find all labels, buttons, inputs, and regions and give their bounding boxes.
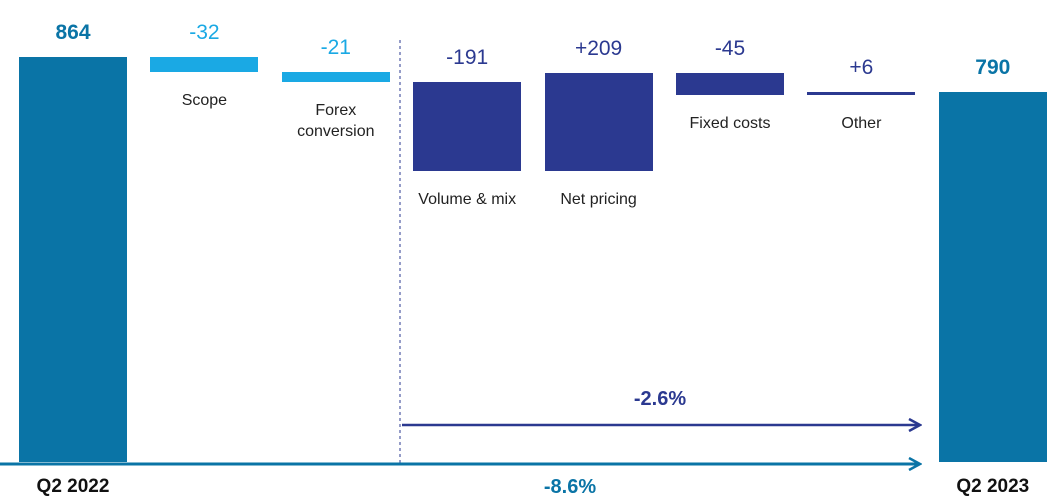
category-label: Net pricing: [560, 191, 637, 209]
value-label: -21: [320, 36, 351, 59]
category-label: Other: [841, 114, 882, 132]
bar: [807, 91, 916, 95]
category-label: Fixed costs: [689, 114, 771, 132]
bar: [281, 72, 390, 82]
category-label: Scope: [181, 92, 228, 109]
category-label: Volume & mix: [418, 191, 517, 209]
category-label: Q2 2023: [956, 476, 1030, 497]
value-label: +209: [574, 37, 623, 61]
bar: [150, 57, 259, 72]
annotation: -8.6%: [543, 476, 597, 498]
value-label: 864: [55, 21, 91, 44]
value-label: -32: [189, 21, 220, 44]
value-label: 790: [975, 55, 1011, 79]
bar: [676, 73, 784, 95]
bar: [938, 91, 1047, 462]
value-label: -45: [714, 37, 746, 61]
value-label: +6: [849, 55, 874, 79]
value-label: -191: [446, 45, 489, 69]
bar: [19, 57, 127, 462]
category-label: Q2 2022: [36, 476, 110, 497]
category-label: Forex conversion: [297, 101, 375, 140]
annotation: -2.6%: [633, 388, 687, 410]
bar: [544, 73, 653, 172]
bar: [413, 81, 522, 172]
